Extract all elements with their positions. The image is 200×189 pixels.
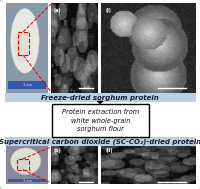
Bar [5,93,195,102]
Text: Protein extraction from
white whole-grain
sorghum flour: Protein extraction from white whole-grai… [62,109,138,132]
Bar [5,137,195,146]
Text: Supercritical carbon dioxide (SC-CO₂)-dried protein: Supercritical carbon dioxide (SC-CO₂)-dr… [0,138,200,145]
Text: Freeze-dried sorghum protein: Freeze-dried sorghum protein [41,94,158,101]
Bar [52,104,148,137]
